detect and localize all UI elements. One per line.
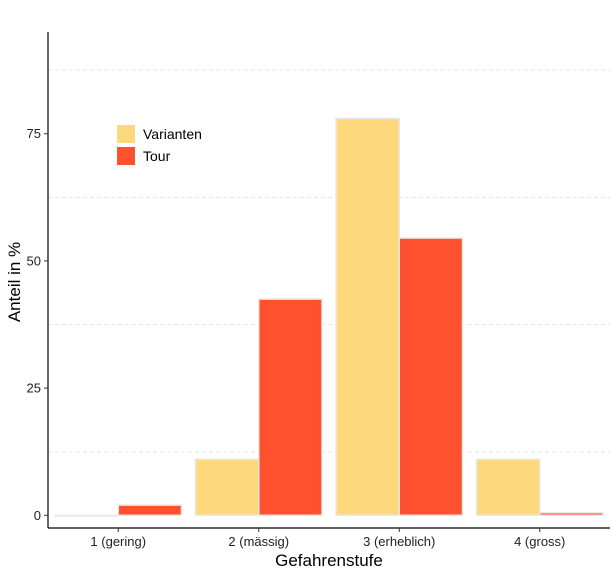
y-tick-label: 25 xyxy=(27,381,41,396)
x-axis-title: Gefahrenstufe xyxy=(275,551,383,570)
y-tick-label: 75 xyxy=(27,126,41,141)
legend-label-varianten: Varianten xyxy=(143,126,202,142)
bar-varianten-1 xyxy=(54,514,119,517)
bar-varianten-3 xyxy=(335,117,400,517)
x-tick-label: 3 (erheblich) xyxy=(363,534,435,549)
bar-tour-1 xyxy=(117,504,183,517)
y-axis-title: Anteil in % xyxy=(5,242,24,322)
bar-tour-3 xyxy=(398,237,464,517)
legend-swatch-varianten xyxy=(117,125,135,143)
x-axis-ticks: 1 (gering) 2 (mässig) 3 (erheblich) 4 (gros… xyxy=(90,528,565,549)
bars xyxy=(54,117,604,517)
bar-tour-4 xyxy=(539,511,604,517)
legend-swatch-tour xyxy=(117,147,135,165)
legend-label-tour: Tour xyxy=(143,148,171,164)
bar-tour-2 xyxy=(258,298,323,517)
y-tick-label: 0 xyxy=(34,508,41,523)
x-tick-label: 2 (mässig) xyxy=(228,534,289,549)
x-tick-label: 1 (gering) xyxy=(90,534,146,549)
y-tick-label: 50 xyxy=(27,253,41,268)
x-tick-label: 4 (gross) xyxy=(514,534,565,549)
bar-varianten-4 xyxy=(475,458,541,517)
legend: Varianten Tour xyxy=(117,125,202,165)
y-axis-ticks: 0 25 50 75 xyxy=(27,126,48,523)
gridlines xyxy=(48,69,610,453)
bar-varianten-2 xyxy=(194,458,260,517)
